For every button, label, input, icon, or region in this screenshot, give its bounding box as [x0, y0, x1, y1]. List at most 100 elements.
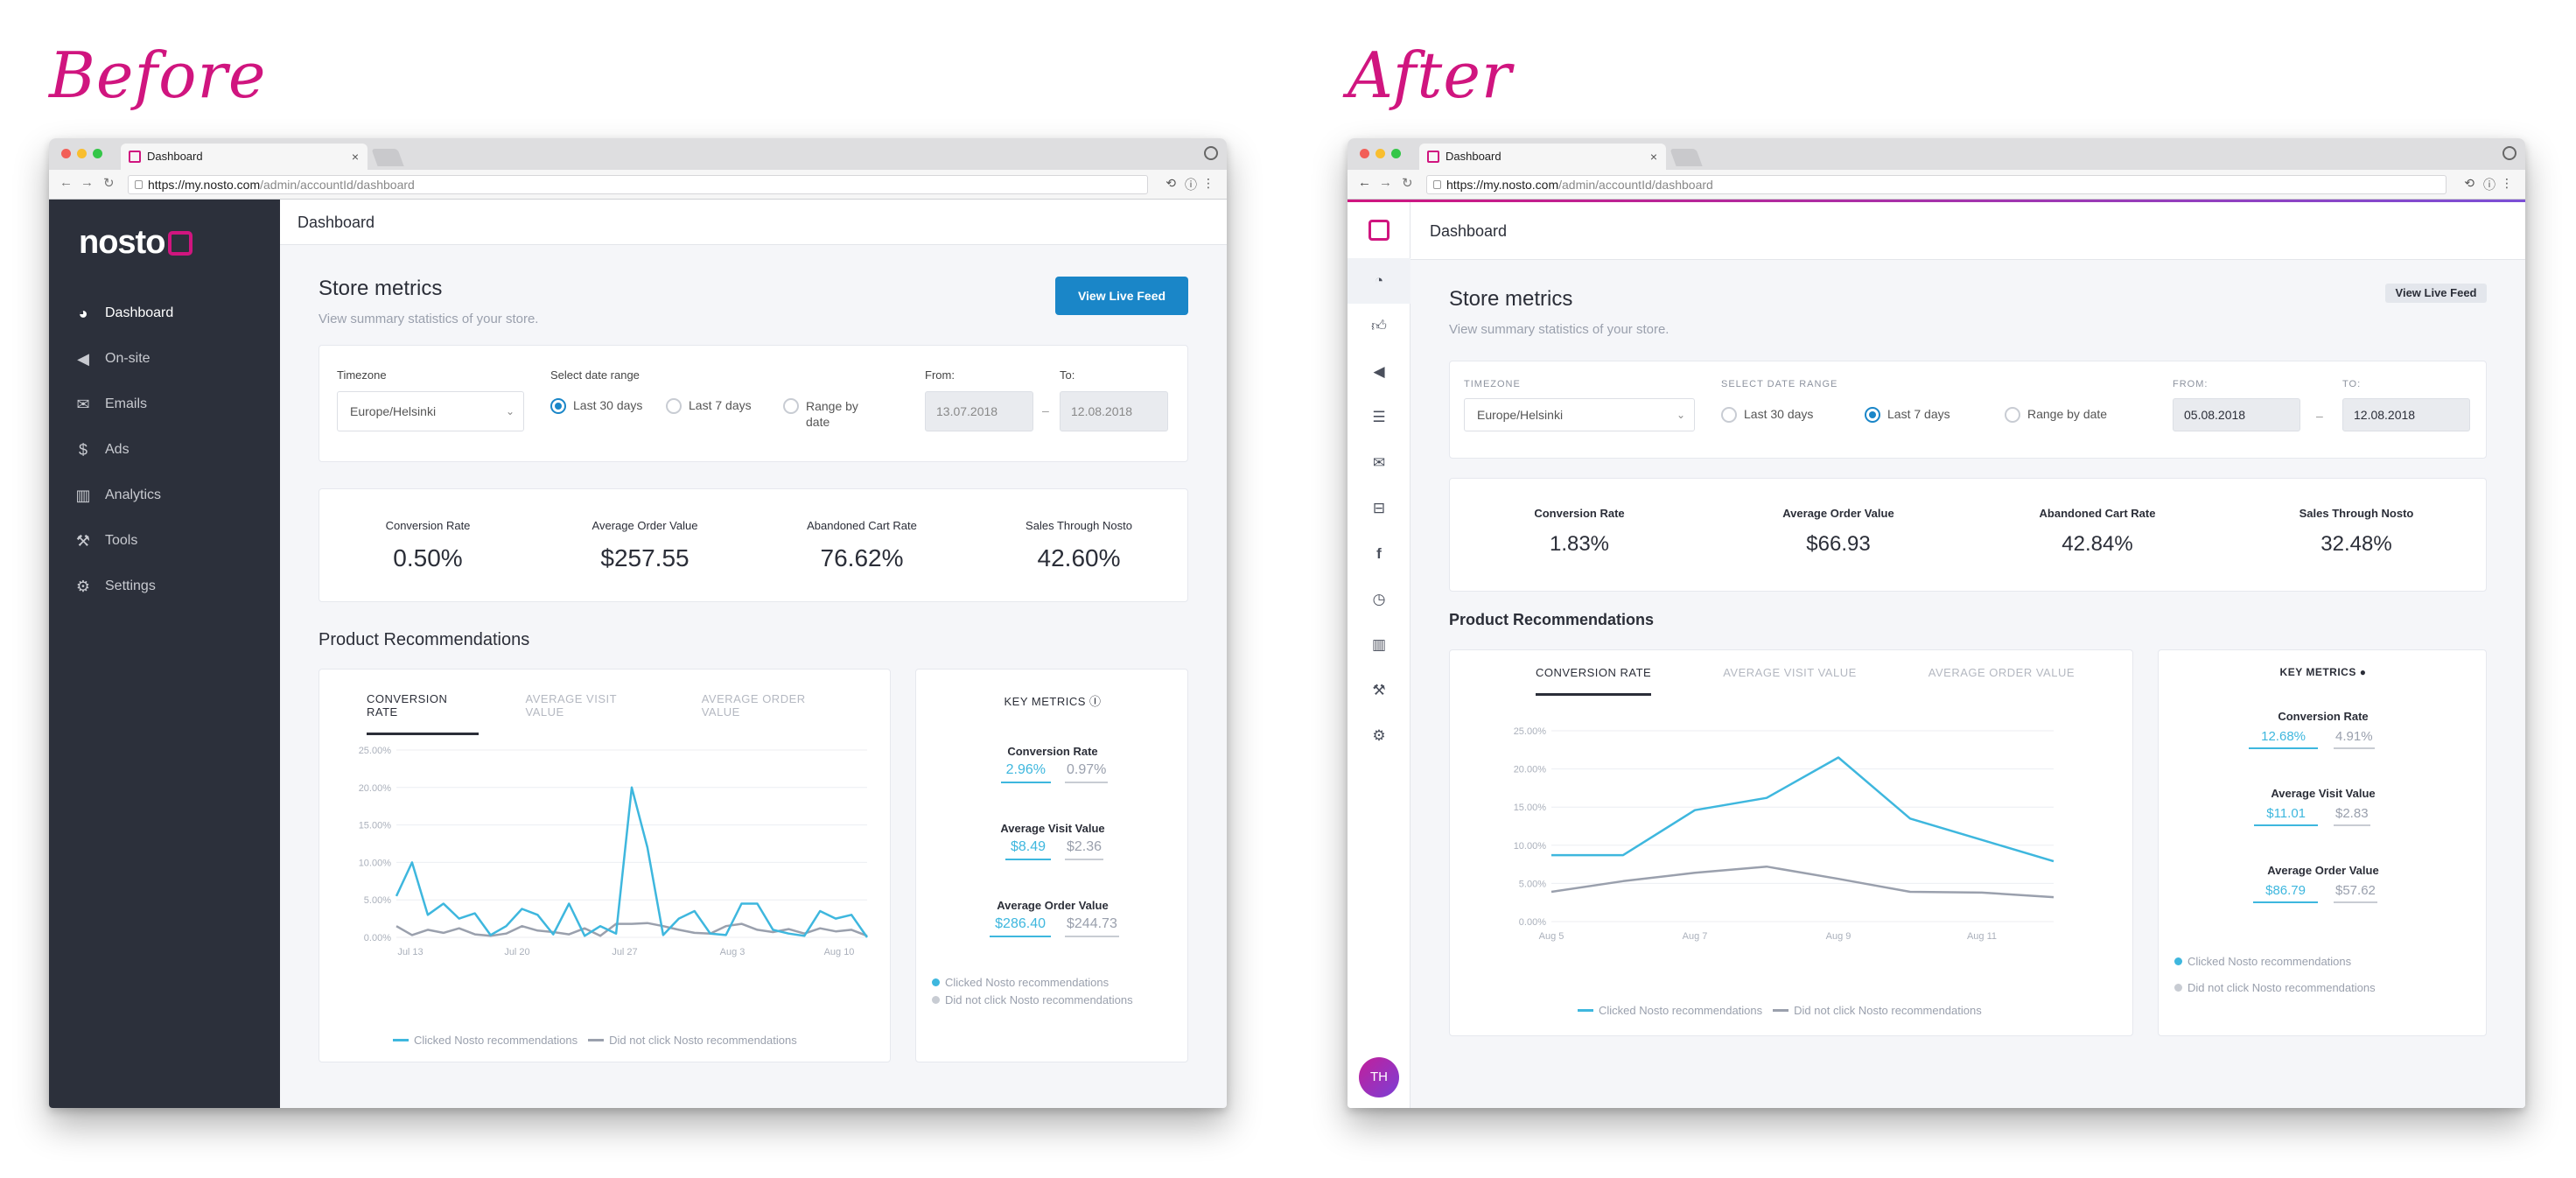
envelope-icon[interactable]: ✉ [1372, 454, 1386, 471]
close-window-button[interactable] [1360, 149, 1369, 158]
sidebar-item-settings[interactable]: ⚙ Settings [74, 564, 266, 609]
maximize-window-button[interactable] [1391, 149, 1401, 158]
metric-label: Abandoned Cart Rate [807, 519, 917, 532]
megaphone-icon[interactable]: ◀ [1373, 363, 1385, 380]
from-date-input[interactable]: 05.08.2018 [2173, 398, 2300, 431]
tab-average-order-value[interactable]: Average Order Value [1928, 666, 2076, 679]
y-tick-label: 20.00% [359, 783, 392, 794]
forward-arrow-icon[interactable]: → [80, 175, 94, 190]
wrench-icon[interactable]: ⚒ [1372, 682, 1386, 698]
reload-icon[interactable]: ↻ [1402, 176, 1413, 191]
tab-average-visit-value[interactable]: Average Visit Value [525, 692, 617, 719]
y-tick-label: 0.00% [364, 933, 391, 943]
close-tab-icon[interactable]: × [1649, 150, 1657, 164]
sidebar-item-analytics[interactable]: ▥ Analytics [74, 473, 266, 518]
forward-arrow-icon[interactable]: → [1379, 175, 1392, 190]
metric-conversion-rate: Conversion Rate 0.50% [319, 519, 536, 572]
radio-last-30-days[interactable]: Last 30 days [1721, 407, 1813, 423]
nosto-logo[interactable]: nosto [79, 224, 193, 262]
dashboard-gauge-icon[interactable]: ◔ [1348, 258, 1410, 304]
new-tab-button[interactable] [1670, 149, 1703, 166]
key-metric-not-clicked-value: 0.97% [1065, 762, 1109, 783]
y-tick-label: 10.00% [1514, 841, 1547, 852]
reload-icon[interactable]: ↻ [103, 176, 115, 191]
close-tab-icon[interactable]: × [351, 150, 359, 164]
minimize-window-button[interactable] [77, 149, 87, 158]
radio-last-7-days[interactable]: Last 7 days [666, 398, 752, 414]
minimize-window-button[interactable] [1376, 149, 1385, 158]
tab-conversion-rate[interactable]: Conversion Rate [1536, 666, 1652, 696]
browser-tab-bar: Dashboard × [1348, 138, 2525, 170]
view-live-feed-button[interactable]: View Live Feed [1055, 277, 1188, 315]
sidebar-item-label: Ads [105, 442, 130, 457]
tab-average-order-value[interactable]: Average Order Value [701, 692, 806, 719]
browser-tab[interactable]: Dashboard × [1419, 144, 1666, 170]
close-window-button[interactable] [61, 149, 71, 158]
url-host: https://my.nosto.com [148, 178, 261, 192]
recommendations-chart-card: Conversion Rate Average Visit Value Aver… [1449, 649, 2133, 1036]
back-arrow-icon[interactable]: ← [1358, 175, 1371, 190]
legend-not-clicked-label: Did not click Nosto recommendations [609, 1034, 797, 1047]
metric-abandoned-cart-rate: Abandoned Cart Rate 42.84% [1968, 507, 2227, 557]
url-field[interactable]: https://my.nosto.com/admin/accountId/das… [128, 175, 1148, 194]
radio-label: Last 30 days [573, 398, 643, 412]
key-metric-clicked-value: 12.68% [2249, 729, 2318, 749]
timezone-select[interactable]: Europe/Helsinki ⌄ [1464, 398, 1695, 431]
key-metric-clicked-value: 2.96% [1000, 762, 1051, 783]
x-tick-label: Aug 9 [1826, 931, 1852, 942]
gear-icon[interactable]: ⚙ [1372, 727, 1386, 744]
y-tick-label: 25.00% [359, 746, 392, 756]
key-metric-name: Average Visit Value [2271, 787, 2376, 800]
view-live-feed-button[interactable]: View Live Feed [2385, 284, 2487, 303]
radio-range-by-date[interactable]: Range by date [2005, 407, 2107, 423]
pie-chart-icon[interactable]: ◷ [1372, 591, 1386, 607]
date-filter-card: Timezone Europe/Helsinki ⌄ Select date ra… [1449, 361, 2487, 459]
store-metrics-title: Store metrics [318, 277, 443, 300]
browser-tab[interactable]: Dashboard × [121, 144, 368, 170]
key-metric-name: Conversion Rate [1007, 745, 1098, 758]
nosto-logo-icon[interactable] [1368, 220, 1390, 241]
profile-icon[interactable] [1204, 146, 1218, 160]
info-icon[interactable]: ⓘ [1185, 178, 1197, 192]
extension-icon[interactable]: ⟲ [2464, 176, 2474, 190]
new-tab-button[interactable] [371, 149, 404, 166]
radio-last-30-days[interactable]: Last 30 days [550, 398, 642, 414]
profile-icon[interactable] [2502, 146, 2516, 160]
timezone-select[interactable]: Europe/Helsinki ⌄ [337, 391, 524, 431]
back-arrow-icon[interactable]: ← [60, 175, 73, 190]
extension-icon[interactable]: ⟲ [1166, 176, 1176, 190]
from-date-input[interactable]: 13.07.2018 [925, 391, 1033, 431]
url-field[interactable]: https://my.nosto.com/admin/accountId/das… [1426, 175, 2446, 194]
info-icon[interactable]: ● [2359, 666, 2367, 678]
browser-menu-icon[interactable]: ⋮ [1202, 176, 1214, 190]
metric-value: 0.50% [393, 544, 463, 571]
thumbs-up-icon[interactable]: 👍︎ [1371, 318, 1387, 334]
url-path: /admin/accountId/dashboard [260, 178, 415, 192]
date-separator: – [2316, 409, 2323, 423]
sidebar-item-ads[interactable]: $ Ads [74, 427, 266, 473]
address-bar: ← → ↻ https://my.nosto.com/admin/account… [49, 170, 1227, 200]
tab-average-visit-value[interactable]: Average Visit Value [1723, 666, 1857, 679]
bar-chart-icon[interactable]: ▥ [1371, 636, 1387, 653]
y-tick-label: 0.00% [1519, 917, 1546, 928]
radio-circle [666, 398, 682, 414]
maximize-window-button[interactable] [93, 149, 102, 158]
browser-menu-icon[interactable]: ⋮ [2501, 176, 2513, 190]
avatar[interactable]: TH [1359, 1057, 1399, 1097]
tab-conversion-rate[interactable]: Conversion Rate [367, 692, 479, 735]
facebook-icon[interactable]: f [1376, 545, 1382, 562]
sidebar-item-tools[interactable]: ⚒ Tools [74, 518, 266, 564]
sidebar-item-dashboard[interactable]: ◕ Dashboard [74, 291, 266, 336]
list-icon[interactable]: ☰ [1372, 409, 1386, 425]
to-date-input[interactable]: 12.08.2018 [2342, 398, 2470, 431]
radio-label: Last 30 days [1744, 407, 1814, 421]
to-date-input[interactable]: 12.08.2018 [1060, 391, 1168, 431]
radio-range-by-date[interactable]: Range by date [783, 398, 858, 430]
sidebar-item-on-site[interactable]: ◀ On-site [74, 336, 266, 382]
info-icon[interactable]: ⓘ [2483, 178, 2496, 192]
legend-label: Clicked Nosto recommendations [2188, 955, 2352, 968]
radio-last-7-days[interactable]: Last 7 days [1865, 407, 1950, 423]
metric-label: Conversion Rate [385, 519, 471, 532]
inbox-icon[interactable]: ⊟ [1372, 500, 1386, 516]
sidebar-item-emails[interactable]: ✉ Emails [74, 382, 266, 427]
